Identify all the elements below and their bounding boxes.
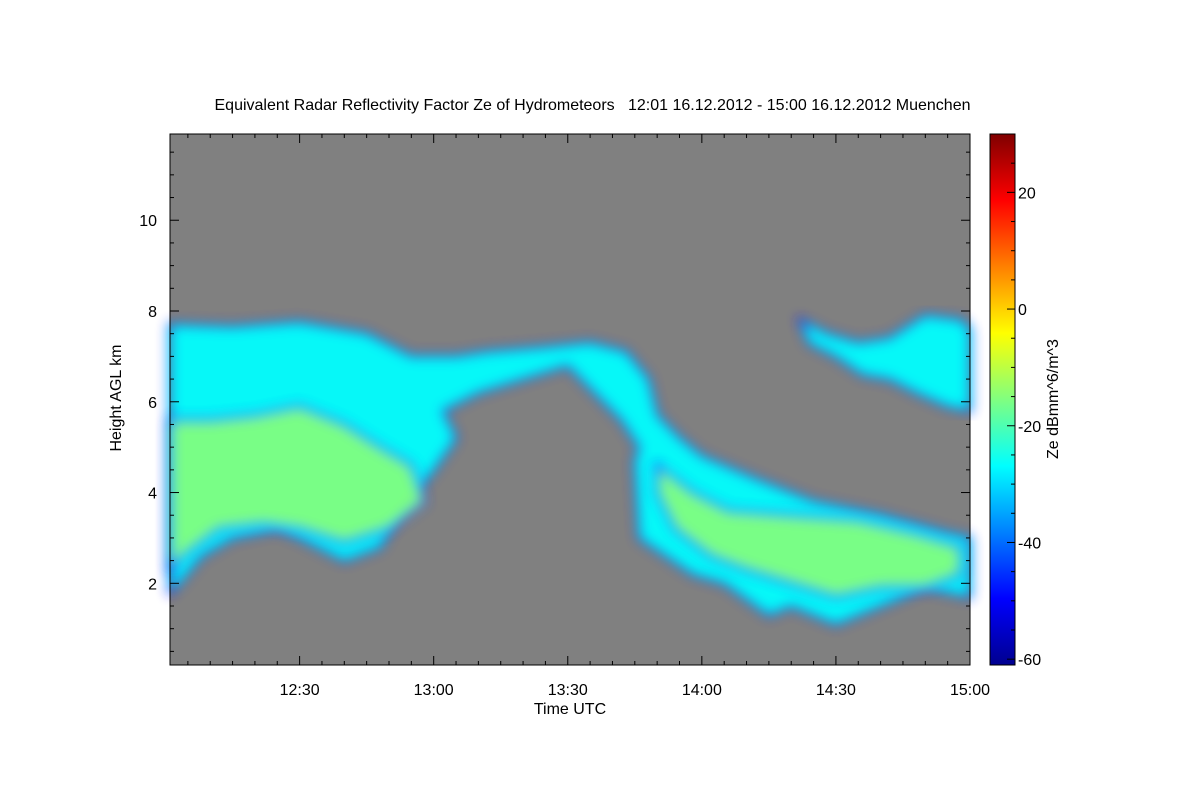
colorbar (989, 133, 1016, 666)
x-axis-label: Time UTC (534, 701, 606, 718)
x-tick-label: 13:00 (414, 682, 454, 699)
x-tick-label: 13:30 (548, 682, 588, 699)
y-tick-label: 10 (139, 213, 157, 230)
colorbar-tick-label: -20 (1018, 419, 1041, 436)
x-tick-label: 12:30 (280, 682, 320, 699)
colorbar-tick-label: -60 (1018, 652, 1041, 669)
colorbar-ticks: 20 0 -20 -40 -60 (1007, 133, 1041, 669)
colorbar-label: Ze dBmm^6/m^3 (1045, 339, 1062, 459)
echo-layer (168, 313, 972, 627)
chart-title: Equivalent Radar Reflectivity Factor Ze … (214, 97, 971, 114)
colorbar-tick-label: 20 (1018, 185, 1036, 202)
x-tick-label: 15:00 (950, 682, 990, 699)
y-tick-label: 8 (148, 304, 157, 321)
plot-frame (169, 133, 971, 666)
x-tick-label: 14:00 (682, 682, 722, 699)
y-tick-label: 2 (148, 576, 157, 593)
y-tick-label: 6 (148, 395, 157, 412)
echo-cloud-2-core (655, 461, 964, 599)
y-axis: 2 4 6 8 10 (139, 151, 970, 652)
x-tick-label: 14:30 (816, 682, 856, 699)
colorbar-tick-label: -40 (1018, 535, 1041, 552)
colorbar-tick-label: 0 (1018, 302, 1027, 319)
echo-cloud-1-core (168, 404, 428, 575)
y-axis-label: Height AGL km (108, 344, 125, 451)
x-axis: 12:30 13:00 13:30 14:00 14:30 15:00 (187, 134, 990, 699)
y-tick-label: 4 (148, 486, 157, 503)
